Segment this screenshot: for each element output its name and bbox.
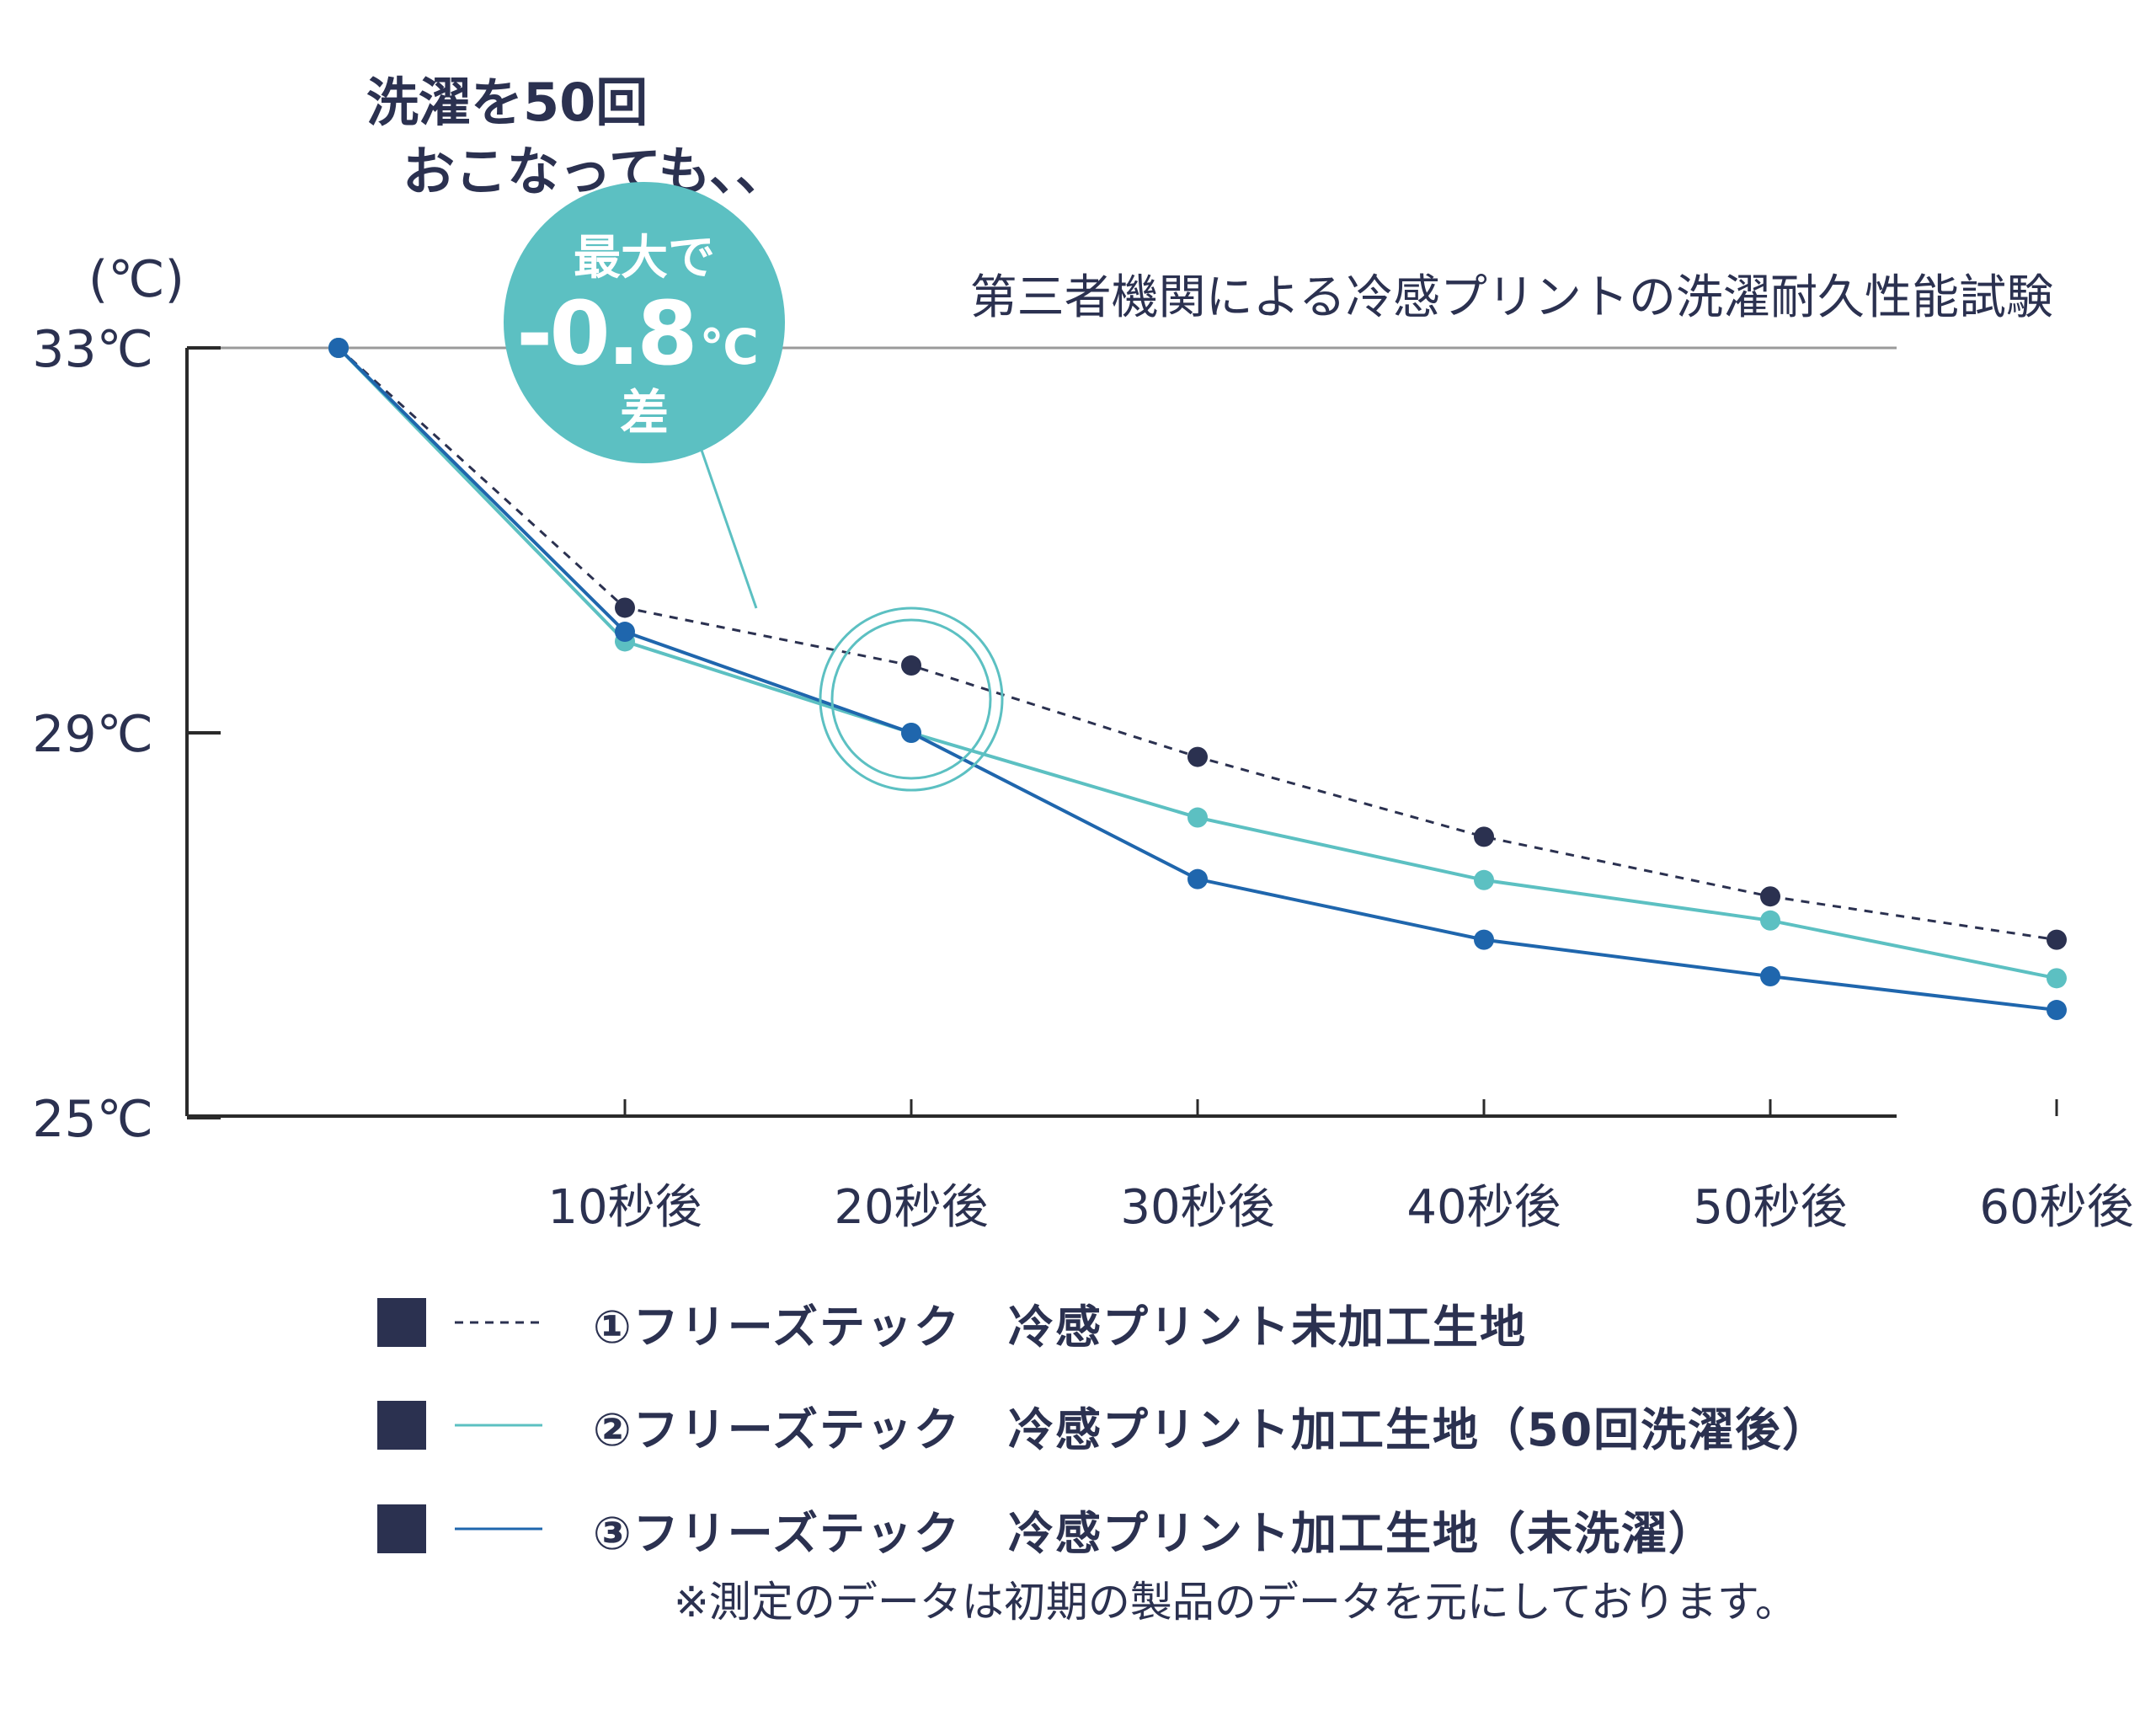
legend-line-blue xyxy=(455,1527,542,1531)
chart-title: 第三者機関による冷感プリントの洗濯耐久性能試験 xyxy=(970,270,2053,325)
bubble-bottom-text: 差 xyxy=(620,384,669,441)
x-tick-label: 10秒後 xyxy=(547,1180,702,1235)
series-3-point xyxy=(328,338,349,358)
series-3-point xyxy=(1760,966,1780,987)
series-1-point xyxy=(901,655,921,676)
legend-item-2: ②フリーズテック 冷感プリント加工生地（50回洗濯後） xyxy=(377,1392,1977,1459)
series-3-point xyxy=(615,622,635,643)
legend-swatch xyxy=(377,1298,426,1347)
measurement-note: ※測定のデータは初期の製品のデータを元にしております。 xyxy=(674,1578,1797,1627)
series-1-point xyxy=(1760,886,1780,907)
series-1-point xyxy=(2047,929,2067,950)
series-3-point xyxy=(2047,1000,2067,1021)
bubble-value-number: -0.8 xyxy=(516,282,694,385)
legend-swatch xyxy=(377,1401,426,1450)
x-tick-label: 20秒後 xyxy=(834,1180,988,1235)
callout-pointer xyxy=(696,437,758,609)
y-tick-label: 25℃ xyxy=(32,1090,153,1149)
bubble-value: -0.8 ℃ xyxy=(516,282,755,385)
x-tick-label: 40秒後 xyxy=(1406,1180,1561,1235)
series-2-point xyxy=(2047,968,2067,989)
series-1-point xyxy=(1187,746,1208,767)
legend-label-2: ②フリーズテック 冷感プリント加工生地（50回洗濯後） xyxy=(593,1402,1830,1456)
series-1-point xyxy=(615,597,635,618)
y-tick-label: 29℃ xyxy=(32,705,153,764)
callout-bubble xyxy=(504,182,785,463)
legend-line-dashed xyxy=(455,1321,542,1324)
x-tick-label: 60秒後 xyxy=(1979,1180,2133,1235)
highlight-ring-outer xyxy=(819,606,1004,792)
series-2-point xyxy=(1187,807,1208,828)
legend-label-1: ①フリーズテック 冷感プリント未加工生地 xyxy=(593,1300,1528,1354)
y-tick-label: 33℃ xyxy=(32,320,153,379)
x-tick-label: 50秒後 xyxy=(1693,1180,1847,1235)
series-1-point xyxy=(1474,826,1494,847)
legend-swatch xyxy=(377,1504,426,1553)
x-tick-label: 30秒後 xyxy=(1120,1180,1274,1235)
series-3-point xyxy=(1474,929,1494,950)
bubble-top-text: 最大で xyxy=(574,231,715,286)
legend-item-3: ③フリーズテック 冷感プリント加工生地（未洗濯） xyxy=(377,1495,1977,1563)
bubble-value-unit: ℃ xyxy=(700,318,756,376)
legend-label-3: ③フリーズテック 冷感プリント加工生地（未洗濯） xyxy=(593,1506,1716,1560)
headline-line-1: 洗濯を50回 xyxy=(366,72,648,133)
highlight-ring-inner xyxy=(830,618,992,780)
legend-line-light xyxy=(455,1424,542,1427)
series-2-point xyxy=(1474,869,1494,890)
series-2-point xyxy=(1760,910,1780,931)
series-3-point xyxy=(901,723,921,743)
y-unit-label: (℃) xyxy=(88,250,184,309)
series-3-point xyxy=(1187,868,1208,890)
legend-item-1: ①フリーズテック 冷感プリント未加工生地 xyxy=(377,1289,1977,1356)
